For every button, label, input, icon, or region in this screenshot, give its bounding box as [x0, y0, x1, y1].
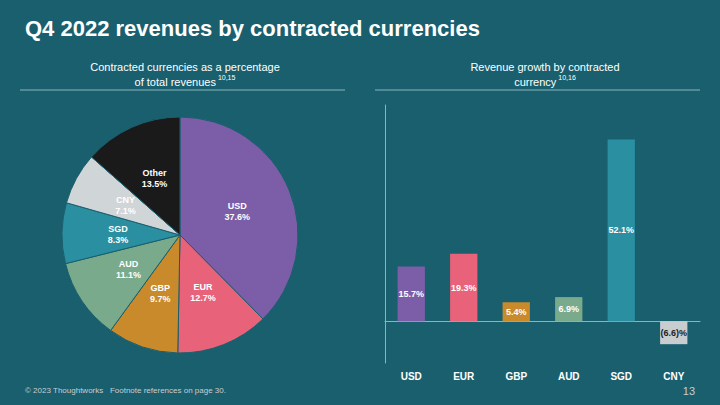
svg-text:EUR: EUR — [193, 282, 213, 292]
svg-text:of total revenues: of total revenues — [135, 76, 217, 88]
svg-text:12.7%: 12.7% — [190, 293, 216, 303]
svg-text:5.4%: 5.4% — [506, 307, 527, 317]
svg-text:52.1%: 52.1% — [608, 225, 634, 235]
svg-text:19.3%: 19.3% — [451, 283, 477, 293]
svg-text:15.7%: 15.7% — [398, 289, 424, 299]
svg-text:Revenue growth by contracted: Revenue growth by contracted — [470, 61, 619, 73]
svg-text:CNY: CNY — [116, 195, 135, 205]
svg-text:Contracted currencies as a per: Contracted currencies as a percentage — [90, 61, 280, 73]
svg-text:Q4 2022 revenues by contracted: Q4 2022 revenues by contracted currencie… — [25, 16, 480, 41]
svg-text:Other: Other — [142, 168, 167, 178]
svg-text:© 2023 Thoughtworks Footnote: © 2023 Thoughtworks Footnote references … — [25, 386, 226, 395]
svg-text:13.5%: 13.5% — [142, 179, 168, 189]
svg-text:8.3%: 8.3% — [108, 235, 129, 245]
svg-text:13: 13 — [683, 385, 695, 397]
svg-text:AUD: AUD — [558, 371, 580, 382]
svg-text:USD: USD — [401, 371, 422, 382]
svg-text:7.1%: 7.1% — [115, 206, 136, 216]
svg-text:9.7%: 9.7% — [150, 294, 171, 304]
svg-text:AUD: AUD — [119, 259, 139, 269]
svg-text:6.9%: 6.9% — [558, 304, 579, 314]
svg-text:EUR: EUR — [453, 371, 475, 382]
svg-text:37.6%: 37.6% — [225, 212, 251, 222]
svg-text:GBP: GBP — [505, 371, 527, 382]
svg-text:(6.6)%: (6.6)% — [660, 328, 687, 338]
svg-text:11.1%: 11.1% — [116, 270, 141, 280]
svg-text:USD: USD — [228, 201, 248, 211]
svg-text:currency: currency — [514, 76, 557, 88]
svg-text:CNY: CNY — [663, 371, 684, 382]
svg-text:GBP: GBP — [151, 283, 171, 293]
svg-text:10,15: 10,15 — [218, 74, 236, 81]
svg-text:SGD: SGD — [610, 371, 632, 382]
svg-text:10,16: 10,16 — [558, 74, 576, 81]
svg-text:SGD: SGD — [108, 224, 128, 234]
